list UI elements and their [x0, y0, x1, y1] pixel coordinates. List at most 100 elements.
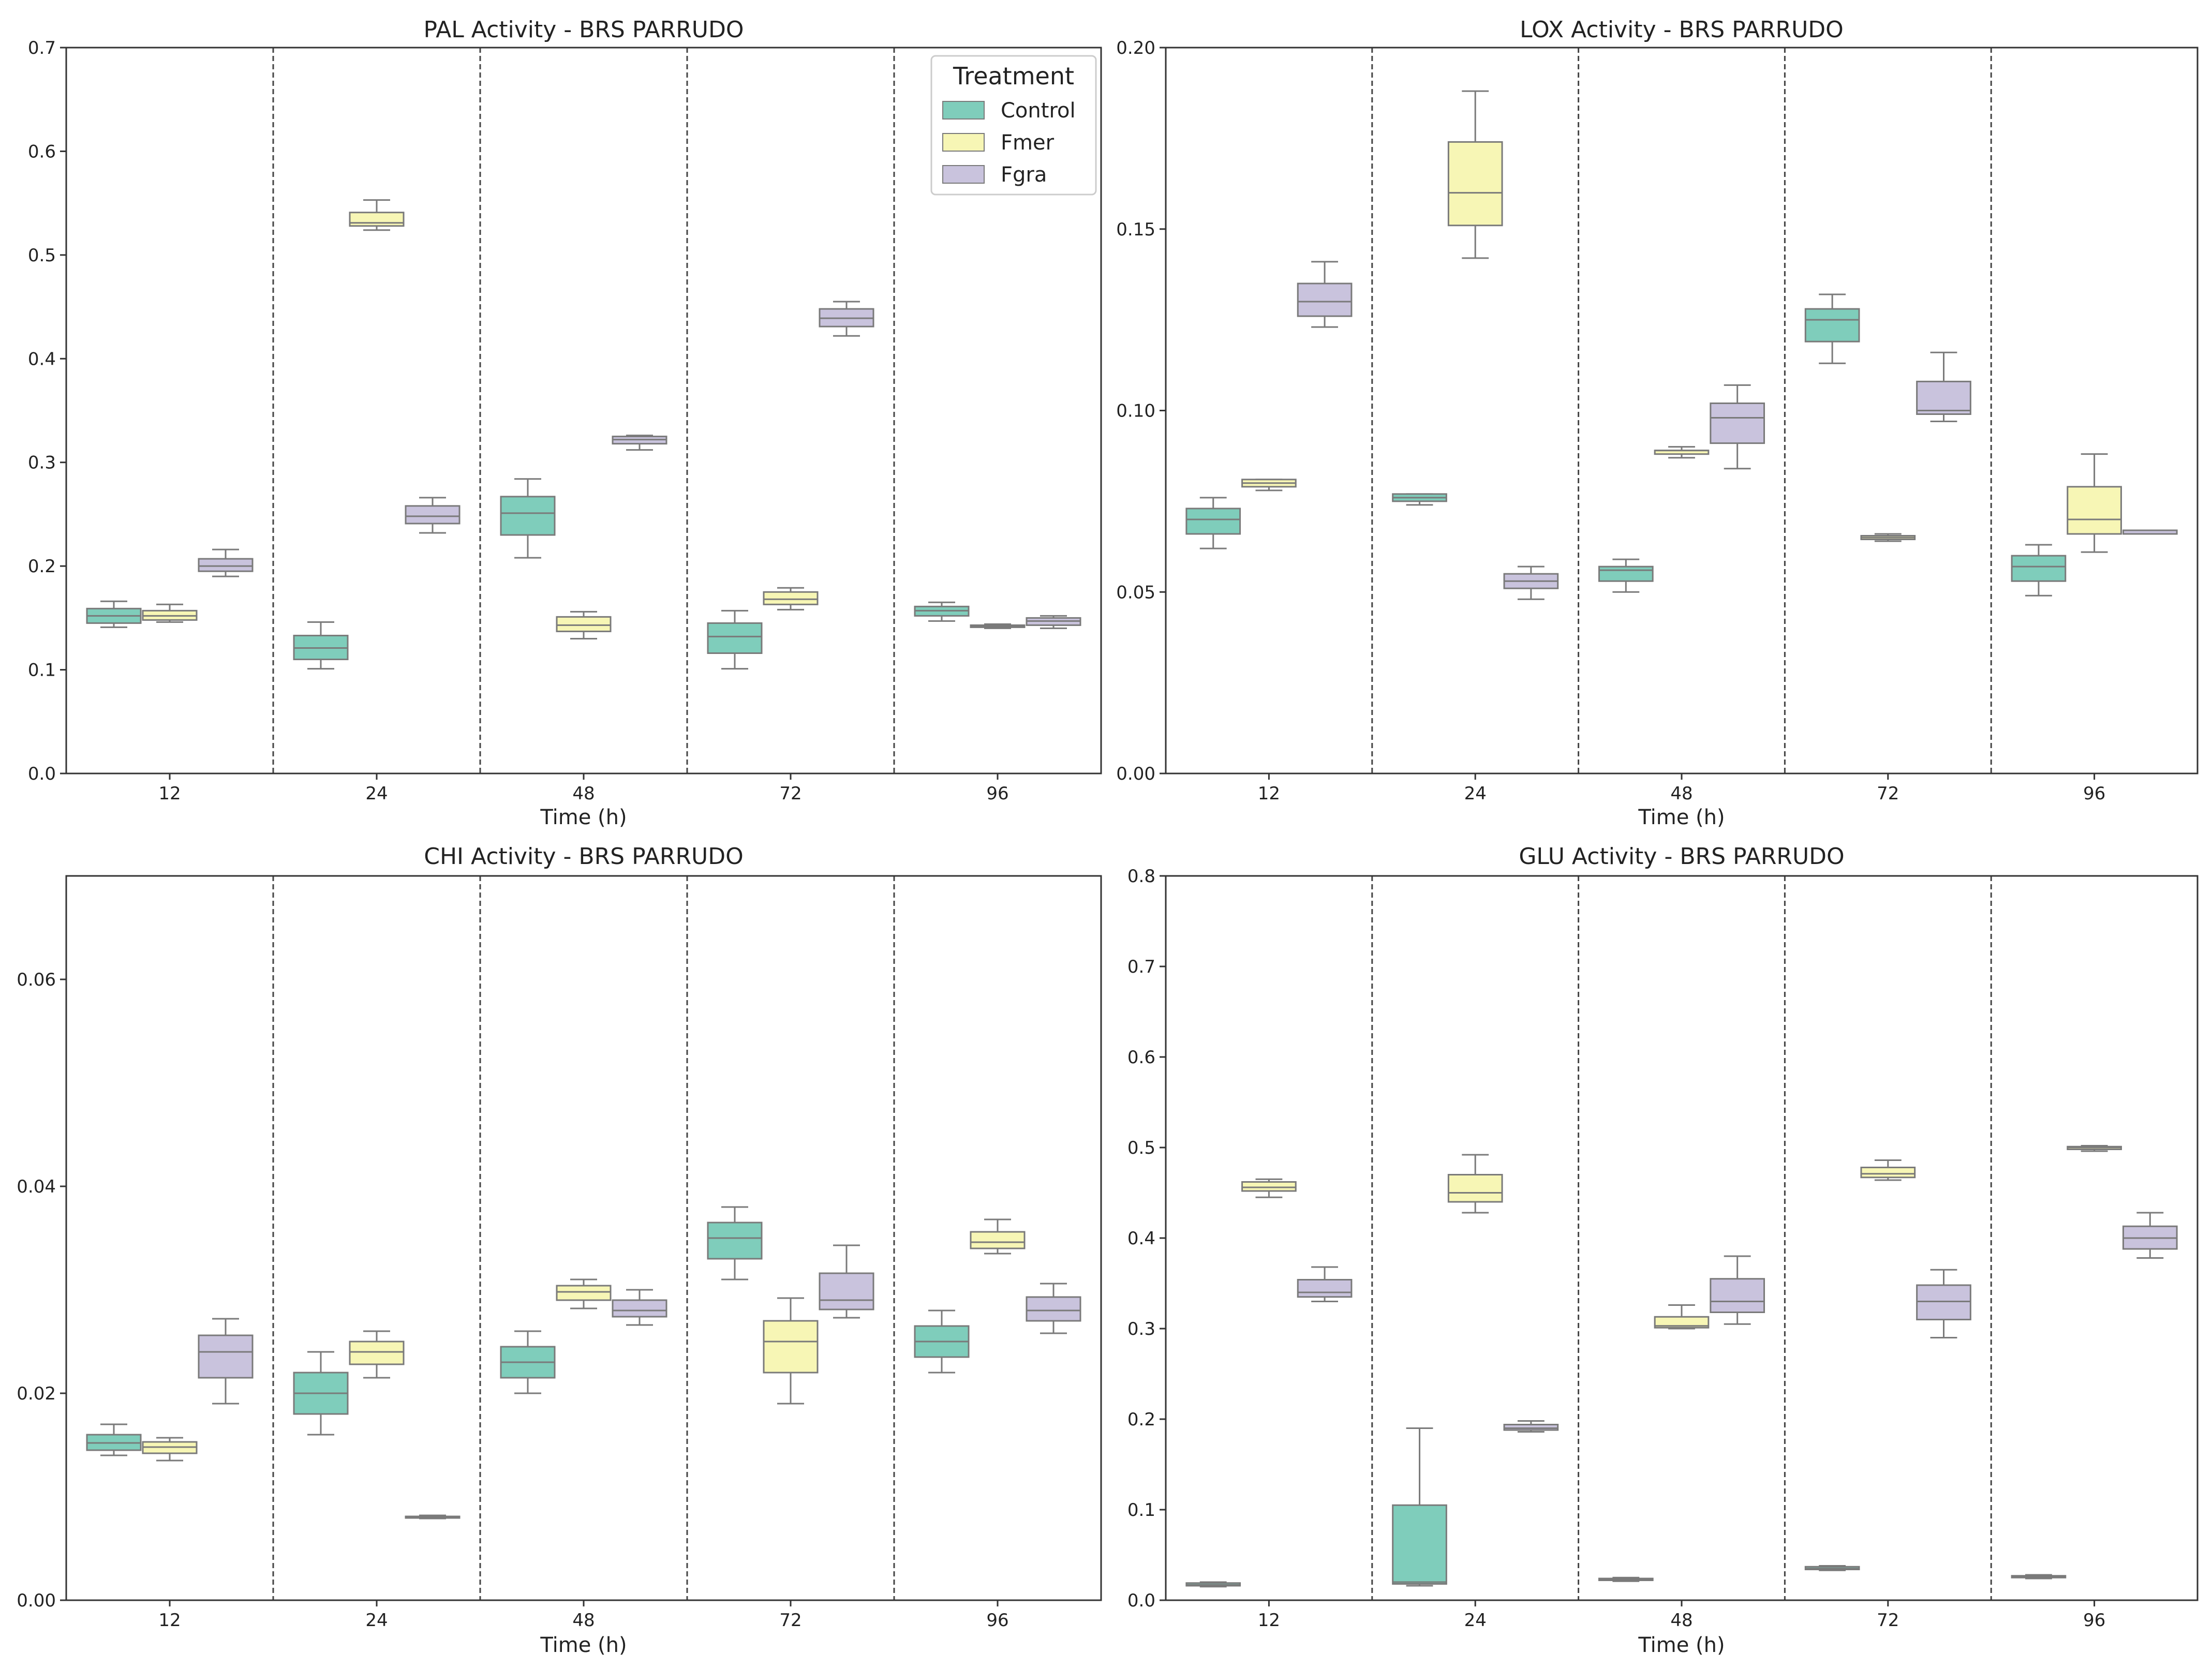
pal-box-fmer	[142, 603, 198, 623]
lox-xtick-label: 24	[1464, 783, 1487, 804]
legend-label-fmer: Fmer	[1001, 131, 1055, 155]
chi-box-fmer	[142, 1437, 198, 1462]
pal-iqr-box	[349, 212, 405, 227]
pal-box-fmer	[763, 587, 819, 610]
legend: Treatment Control Fmer Fgra	[930, 55, 1097, 196]
pal-plot-layer: 0.0 0.1 0.2 0.3 0.4 0.5 0.6 0.7 12 24 48 72 96	[28, 38, 1081, 804]
glu-box-fmer	[1654, 1304, 1710, 1330]
glu-plot-frame	[1165, 875, 2199, 1601]
pal-xtick-label: 24	[365, 783, 388, 804]
lox-iqr-box	[2011, 555, 2067, 582]
chi-box-control	[293, 1351, 349, 1436]
chi-box-fgra	[819, 1244, 874, 1319]
chi-chart-title: CHI Activity - BRS PARRUDO	[424, 843, 744, 870]
chi-box-fgra	[1026, 1283, 1081, 1334]
pal-chart-title: PAL Activity - BRS PARRUDO	[423, 17, 744, 43]
glu-box-fmer	[1241, 1178, 1297, 1198]
glu-iqr-box	[1447, 1174, 1503, 1203]
glu-chart-title: GLU Activity - BRS PARRUDO	[1519, 843, 1844, 870]
chi-box-fgra	[198, 1318, 254, 1405]
lox-ytick-label: 0.10	[1116, 401, 1155, 422]
chi-plot-layer: 0.00 0.02 0.04 0.06 12 24 48 72 96	[17, 876, 1081, 1631]
pal-box-fgra	[405, 497, 461, 534]
panel-glu: 0.0 0.1 0.2 0.3 0.4 0.5 0.6 0.7 0.8 12 24 48 72 96 GL…	[1127, 843, 2199, 1657]
lox-box-control	[2011, 544, 2067, 597]
pal-box-fgra	[198, 548, 254, 577]
glu-iqr-box	[1916, 1284, 1971, 1320]
chi-xtick-label: 12	[158, 1610, 181, 1631]
glu-ytick-label: 0.3	[1127, 1319, 1155, 1339]
lox-iqr-box	[1916, 380, 1971, 415]
pal-box-fgra	[819, 301, 874, 337]
chi-box-fmer	[349, 1330, 405, 1379]
legend-swatch-fmer	[942, 133, 985, 152]
chi-ytick-label: 0.00	[17, 1590, 56, 1611]
lox-box-fgra	[2122, 529, 2178, 535]
glu-xtick-label: 24	[1464, 1610, 1487, 1631]
lox-xtick-label: 72	[1877, 783, 1899, 804]
lox-box-control	[1598, 558, 1654, 593]
glu-xtick-label: 48	[1670, 1610, 1693, 1631]
pal-ytick-label: 0.3	[28, 453, 56, 473]
chi-box-fmer	[970, 1218, 1026, 1255]
pal-ytick-label: 0.2	[28, 556, 56, 577]
chi-box-fmer	[556, 1278, 612, 1309]
glu-iqr-box	[1241, 1181, 1297, 1192]
chi-ytick-label: 0.02	[17, 1383, 56, 1404]
pal-iqr-box	[707, 622, 763, 654]
panel-chi: 0.00 0.02 0.04 0.06 12 24 48 72 96 CHI Activity …	[17, 843, 1102, 1657]
chi-ytick-label: 0.04	[17, 1176, 56, 1197]
chi-iqr-box	[612, 1299, 667, 1318]
lox-xtick-label: 96	[2083, 783, 2105, 804]
glu-ytick-label: 0.4	[1127, 1228, 1155, 1249]
chi-iqr-box	[970, 1231, 1026, 1249]
lox-box-fgra	[1503, 565, 1559, 600]
lox-ytick-label: 0.20	[1116, 38, 1155, 58]
chi-iqr-box	[349, 1341, 405, 1365]
pal-ytick-label: 0.5	[28, 245, 56, 266]
chi-box-control	[707, 1206, 763, 1280]
lox-box-control	[1804, 293, 1860, 364]
glu-box-fgra	[1503, 1420, 1559, 1433]
pal-box-fmer	[556, 610, 612, 639]
chi-xtick-label: 72	[779, 1610, 801, 1631]
chi-box-fgra	[612, 1289, 667, 1326]
pal-ytick-label: 0.7	[28, 38, 56, 58]
glu-iqr-box	[1392, 1504, 1447, 1585]
lox-ytick-label: 0.15	[1116, 219, 1155, 240]
chi-x-axis-label: Time (h)	[540, 1633, 627, 1657]
pal-iqr-box	[198, 558, 254, 572]
pal-ytick-label: 0.0	[28, 764, 56, 784]
pal-x-axis-label: Time (h)	[540, 806, 627, 829]
glu-ytick-label: 0.5	[1127, 1138, 1155, 1158]
glu-box-control	[1598, 1576, 1654, 1582]
pal-box-control	[293, 621, 349, 670]
glu-ytick-label: 0.6	[1127, 1047, 1155, 1068]
lox-xtick-label: 48	[1670, 783, 1693, 804]
glu-box-control	[1185, 1581, 1241, 1588]
pal-box-fgra	[612, 435, 667, 451]
pal-iqr-box	[763, 591, 819, 605]
chi-box-fgra	[405, 1514, 461, 1520]
lox-box-fgra	[1916, 351, 1971, 423]
pal-iqr-box	[405, 505, 461, 525]
lox-x-axis-label: Time (h)	[1638, 806, 1725, 829]
lox-iqr-box	[1804, 308, 1860, 342]
chi-iqr-box	[819, 1272, 874, 1310]
glu-iqr-box	[1860, 1167, 1916, 1179]
glu-box-fmer	[1860, 1159, 1916, 1181]
glu-box-control	[2011, 1574, 2067, 1580]
glu-box-fmer	[1447, 1154, 1503, 1214]
pal-xtick-label: 72	[779, 783, 801, 804]
pal-iqr-box	[500, 496, 556, 536]
chi-box-control	[86, 1423, 142, 1456]
glu-xtick-label: 12	[1258, 1610, 1280, 1631]
glu-plot-layer: 0.0 0.1 0.2 0.3 0.4 0.5 0.6 0.7 0.8 12 24 48 72 96	[1127, 866, 2178, 1631]
pal-box-control	[914, 601, 970, 622]
lox-box-control	[1185, 497, 1241, 549]
glu-ytick-label: 0.2	[1127, 1409, 1155, 1430]
legend-label-control: Control	[1001, 99, 1076, 123]
pal-box-control	[86, 600, 142, 628]
glu-iqr-box	[1503, 1424, 1559, 1431]
